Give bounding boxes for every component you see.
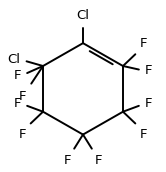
Text: Cl: Cl xyxy=(77,9,89,22)
Text: F: F xyxy=(13,97,21,110)
Text: F: F xyxy=(63,154,71,167)
Text: F: F xyxy=(140,37,148,50)
Text: F: F xyxy=(19,90,27,104)
Text: F: F xyxy=(13,69,21,82)
Text: Cl: Cl xyxy=(7,53,20,66)
Text: F: F xyxy=(145,97,153,110)
Text: F: F xyxy=(95,154,103,167)
Text: F: F xyxy=(140,128,148,141)
Text: F: F xyxy=(145,64,153,77)
Text: F: F xyxy=(18,128,26,141)
